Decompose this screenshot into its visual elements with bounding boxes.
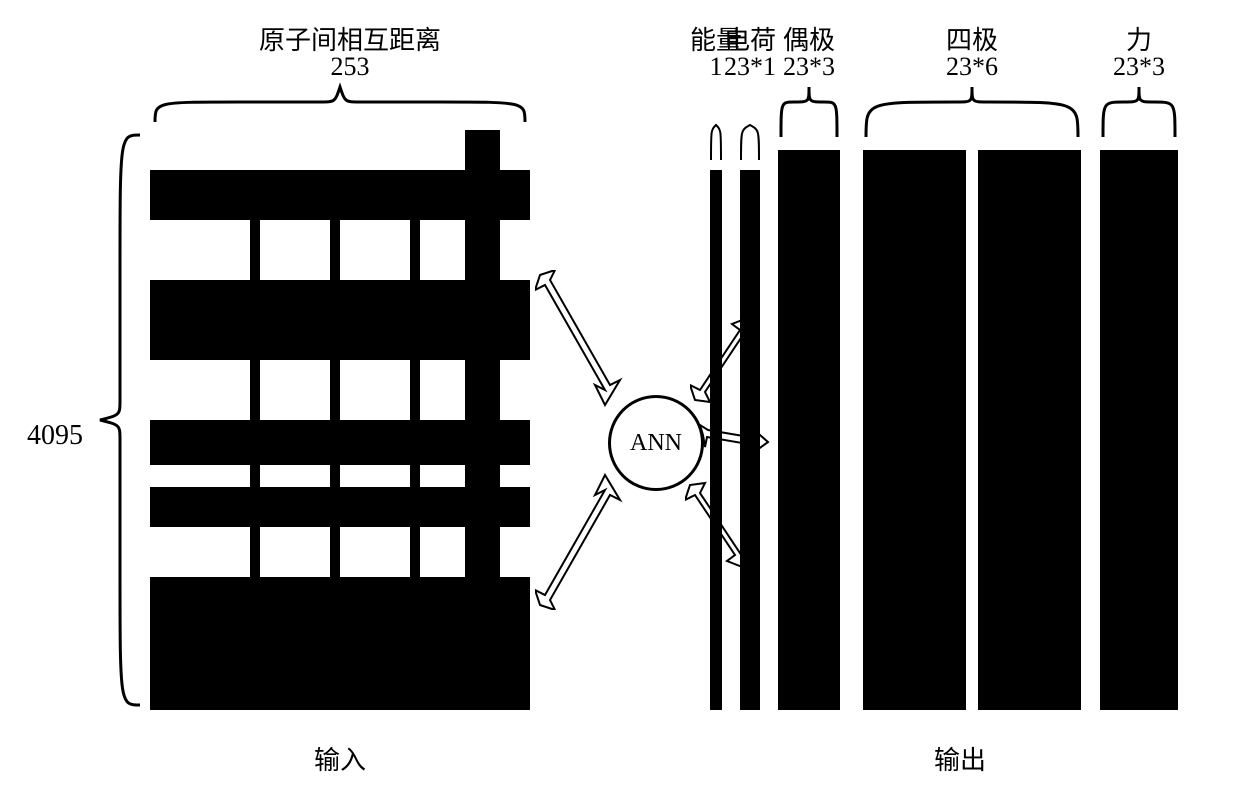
input-top-brace bbox=[150, 82, 530, 127]
output-brace bbox=[1100, 82, 1178, 142]
output-bar bbox=[978, 150, 1081, 710]
input-rows-label: 4095 bbox=[20, 420, 90, 452]
output-brace bbox=[863, 82, 1081, 142]
arrow-to-ann-bottom bbox=[535, 470, 625, 610]
output-brace bbox=[778, 82, 840, 142]
input-left-brace bbox=[90, 130, 145, 710]
arrow-to-ann-top bbox=[535, 270, 625, 410]
output-bar bbox=[778, 150, 840, 710]
input-columns-label: 253 bbox=[200, 52, 500, 82]
input-bottom-label: 输入 bbox=[240, 740, 440, 777]
input-matrix bbox=[150, 130, 530, 710]
output-bar bbox=[1100, 150, 1178, 710]
output-bottom-label: 输出 bbox=[860, 740, 1060, 777]
output-col-dim: 23*6 bbox=[843, 52, 1101, 82]
output-bar bbox=[863, 150, 966, 710]
ann-label: ANN bbox=[630, 430, 682, 457]
diagram-container: 原子间相互距离 253 4095 输入 ANN 能量1电荷23*1偶极 bbox=[20, 20, 1220, 768]
output-bar bbox=[740, 170, 760, 710]
output-small-brace bbox=[710, 120, 722, 165]
output-bar bbox=[710, 170, 722, 710]
output-small-brace bbox=[740, 120, 760, 165]
output-col-dim: 23*3 bbox=[1080, 52, 1198, 82]
